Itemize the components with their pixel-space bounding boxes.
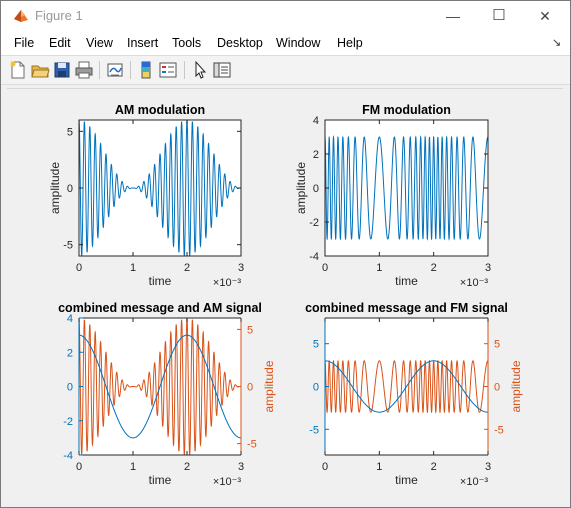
x-tick-label: 2 [431,262,437,274]
save-icon[interactable] [52,60,72,80]
menu-dock-arrow-icon[interactable]: ↘ [552,37,562,49]
y-tick-label: -2 [309,217,319,229]
toolbar-separator [184,61,185,79]
x-tick-label: 1 [376,461,382,473]
open-file-icon[interactable] [30,60,50,80]
message-series-line2 [79,334,241,439]
y-tick-label: 0 [313,382,319,394]
pointer-icon[interactable] [190,60,210,80]
y-tick-label: 5 [67,126,73,138]
y-tick-label: 0 [313,183,319,195]
fm-series-line3 [325,359,488,414]
y-tick-label: 2 [313,149,319,161]
property-inspector-icon[interactable] [212,60,232,80]
y-tick-label: -4 [63,450,73,462]
y-right-tick-label: 0 [494,382,500,394]
message-series-line3 [325,360,488,413]
print-icon[interactable] [74,60,94,80]
menu-window[interactable]: Window [276,36,321,50]
x-tick-label: 3 [238,262,244,274]
y-tick-label: 5 [313,339,319,351]
y-axis-label: amplitude [48,162,62,214]
axes-title: combined message and AM signal [58,301,262,315]
fm-series-line1 [325,135,488,241]
minimize-button[interactable]: — [446,8,460,24]
menu-edit[interactable]: Edit [49,36,71,50]
legend-icon[interactable] [158,60,178,80]
y-tick-label: 4 [67,313,73,325]
link-plot-icon[interactable] [105,60,125,80]
y-tick-label: -2 [63,416,73,428]
axes-background [79,120,241,256]
menu-tools[interactable]: Tools [172,36,202,50]
x-tick-label: 1 [130,461,136,473]
figure-toolbar [1,55,570,85]
new-figure-icon[interactable] [8,60,28,80]
y-tick-label: -5 [309,424,319,436]
title-bar[interactable]: Figure 1 — ☐ ✕ [1,1,570,31]
window-title: Figure 1 [35,8,83,23]
am-series-line0 [79,120,241,256]
x-exponent-label: ×10⁻³ [213,277,241,289]
toolbar-separator [130,61,131,79]
matlab-app-icon [14,10,28,22]
menu-file[interactable]: File [14,36,35,50]
close-button[interactable]: ✕ [539,8,551,24]
x-exponent-label: ×10⁻³ [460,476,488,488]
x-tick-label: 3 [485,262,491,274]
x-tick-label: 0 [76,262,82,274]
menu-help[interactable]: Help [337,36,363,50]
y-right-tick-label: -5 [494,424,504,436]
x-axis-label: time [395,473,418,487]
axes-title: FM modulation [362,103,451,117]
menu-view[interactable]: View [86,36,113,50]
y-tick-label: -4 [309,251,319,263]
x-exponent-label: ×10⁻³ [460,277,488,289]
x-tick-label: 3 [485,461,491,473]
colorbar-icon[interactable] [136,60,156,80]
y-axis-label: amplitude [294,162,308,214]
y-right-tick-label: -5 [247,439,257,451]
x-tick-label: 3 [238,461,244,473]
x-axis-label: time [395,274,418,288]
menu-insert[interactable]: Insert [127,36,159,50]
axes-title: AM modulation [115,103,205,117]
x-axis-label: time [149,473,172,487]
axes-title: combined message and FM signal [305,301,508,315]
menu-desktop[interactable]: Desktop [217,36,263,50]
y-tick-label: 0 [67,382,73,394]
x-tick-label: 0 [76,461,82,473]
x-tick-label: 2 [184,461,190,473]
x-axis-label: time [149,274,172,288]
y-right-tick-label: 5 [247,324,253,336]
y-right-axis-label: amplitude [509,360,523,412]
y-right-tick-label: 0 [247,382,253,394]
menu-bar: File Edit View Insert Tools Desktop Wind… [1,31,570,55]
maximize-button[interactable]: ☐ [492,7,506,24]
y-tick-label: 4 [313,115,319,127]
am-series-line2 [79,318,241,455]
y-tick-label: -5 [63,240,73,252]
x-tick-label: 2 [431,461,437,473]
x-exponent-label: ×10⁻³ [213,476,241,488]
x-tick-label: 2 [184,262,190,274]
x-tick-label: 1 [376,262,382,274]
x-tick-label: 0 [322,262,328,274]
y-right-tick-label: 5 [494,339,500,351]
figure-canvas: AM modulation 0 1 2 3 time ×10⁻³ -5 0 5 amplitude F… [7,88,563,503]
x-tick-label: 1 [130,262,136,274]
y-tick-label: 2 [67,347,73,359]
y-tick-label: 0 [67,183,73,195]
y-right-axis-label: amplitude [262,360,276,412]
x-tick-label: 0 [322,461,328,473]
toolbar-separator [99,61,100,79]
